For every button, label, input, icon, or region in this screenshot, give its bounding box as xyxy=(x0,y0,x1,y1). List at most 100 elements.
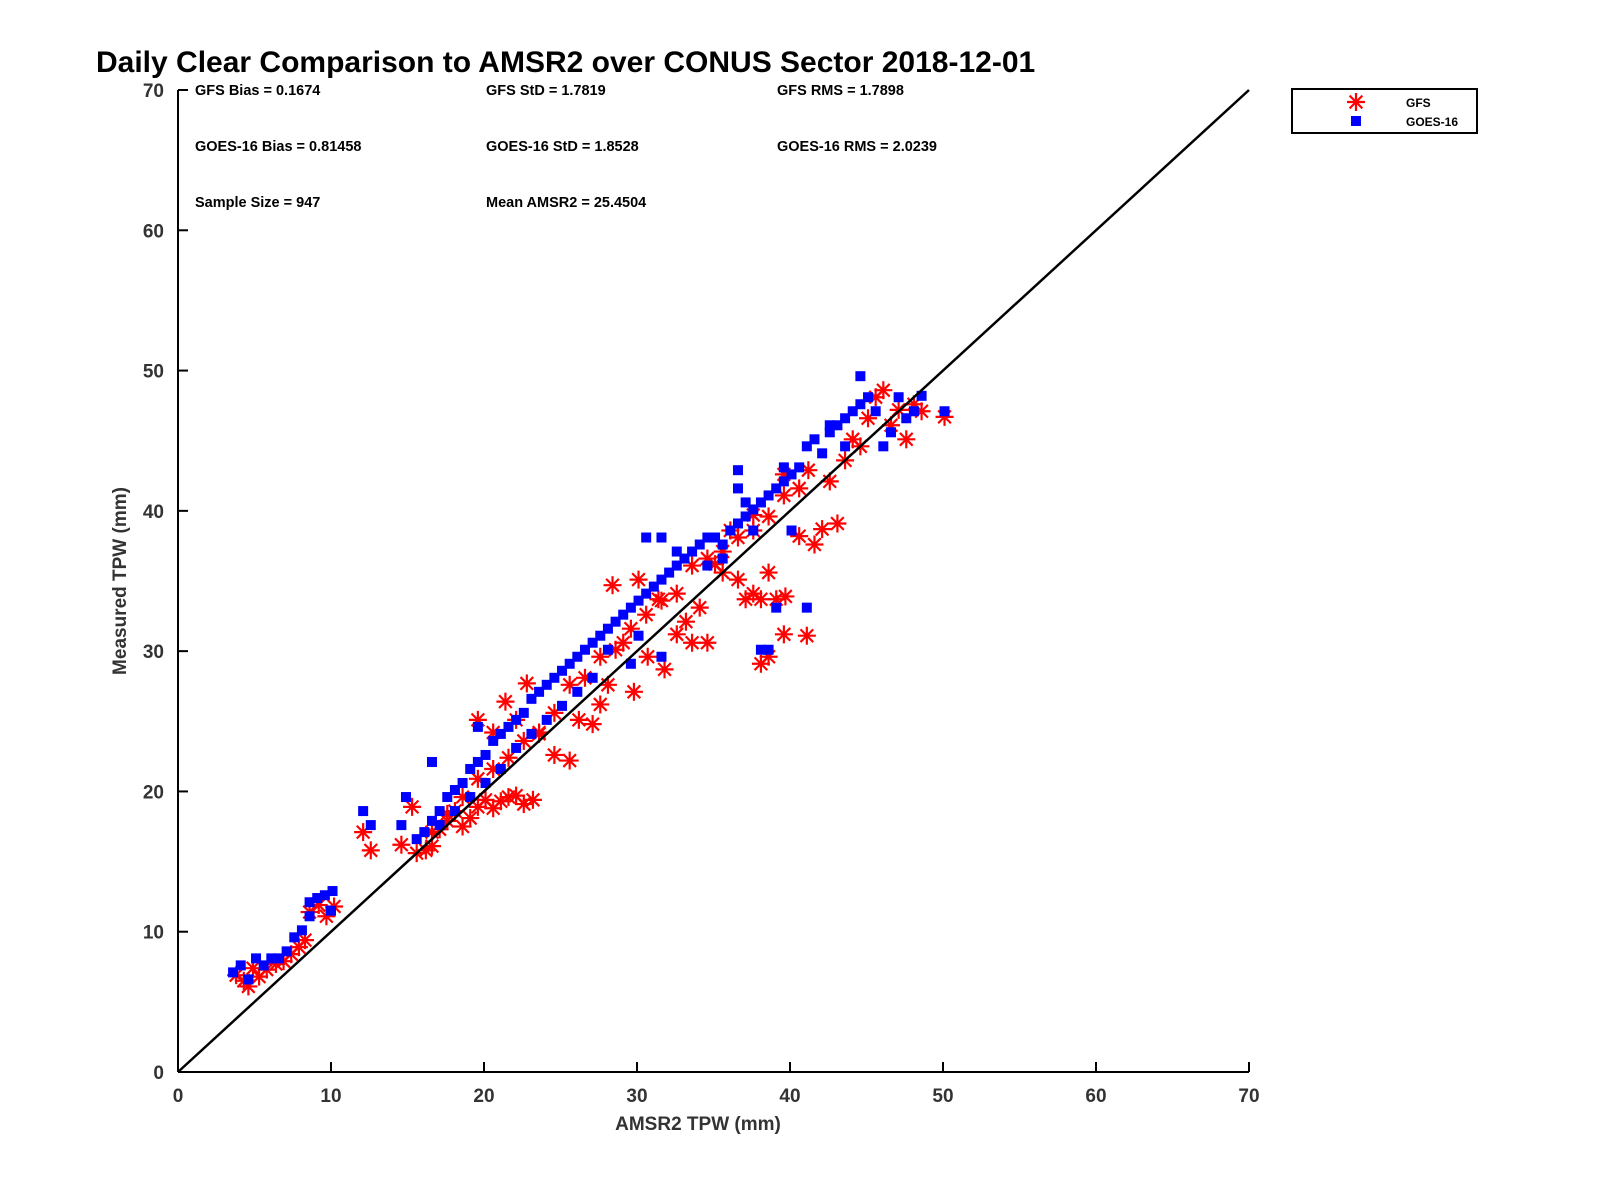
legend-marker-goes16 xyxy=(1351,116,1361,126)
y-tick-label: 70 xyxy=(143,81,164,102)
data-point-gfs xyxy=(560,751,579,770)
stat-text: GFS Bias = 0.1674 xyxy=(195,83,320,99)
data-point-gfs xyxy=(776,587,795,606)
data-point-gfs xyxy=(624,682,643,701)
data-point-goes16 xyxy=(801,602,812,613)
data-point-goes16 xyxy=(908,406,919,417)
data-point-goes16 xyxy=(511,714,522,725)
data-point-goes16 xyxy=(732,483,743,494)
data-point-goes16 xyxy=(495,763,506,774)
data-point-gfs xyxy=(403,797,422,816)
legend-marker-gfs xyxy=(1347,93,1365,111)
data-point-goes16 xyxy=(312,893,323,904)
data-point-goes16 xyxy=(610,616,621,627)
data-point-goes16 xyxy=(679,553,690,564)
data-point-goes16 xyxy=(400,792,411,803)
data-point-goes16 xyxy=(572,651,583,662)
data-point-goes16 xyxy=(327,886,338,897)
data-point-gfs xyxy=(667,584,686,603)
data-point-goes16 xyxy=(855,371,866,382)
data-point-goes16 xyxy=(786,525,797,536)
data-point-goes16 xyxy=(671,546,682,557)
data-point-goes16 xyxy=(656,532,667,543)
data-point-goes16 xyxy=(625,602,636,613)
data-point-goes16 xyxy=(564,658,575,669)
data-point-goes16 xyxy=(396,820,407,831)
data-point-gfs xyxy=(759,507,778,526)
data-point-goes16 xyxy=(465,763,476,774)
data-point-goes16 xyxy=(235,960,246,971)
data-point-goes16 xyxy=(717,553,728,564)
data-point-goes16 xyxy=(847,406,858,417)
data-point-goes16 xyxy=(358,806,369,817)
data-point-goes16 xyxy=(748,525,759,536)
data-point-goes16 xyxy=(488,735,499,746)
stat-text: GFS StD = 1.7819 xyxy=(486,83,606,99)
data-point-gfs xyxy=(517,674,536,693)
x-tick-label: 40 xyxy=(779,1086,800,1107)
data-point-goes16 xyxy=(786,469,797,480)
data-point-goes16 xyxy=(266,953,277,964)
y-tick-label: 0 xyxy=(153,1063,164,1084)
data-point-goes16 xyxy=(526,728,537,739)
data-point-gfs xyxy=(361,841,380,860)
data-point-goes16 xyxy=(725,525,736,536)
data-point-goes16 xyxy=(885,427,896,438)
data-point-goes16 xyxy=(755,644,766,655)
data-point-goes16 xyxy=(534,686,545,697)
y-tick-label: 40 xyxy=(143,502,164,523)
data-point-goes16 xyxy=(939,406,950,417)
data-point-goes16 xyxy=(518,707,529,718)
data-point-goes16 xyxy=(281,946,292,957)
data-point-gfs xyxy=(805,535,824,554)
data-point-gfs xyxy=(655,660,674,679)
data-point-goes16 xyxy=(426,815,437,826)
data-point-gfs xyxy=(652,591,671,610)
series-gfs xyxy=(227,381,954,996)
data-point-goes16 xyxy=(901,413,912,424)
data-point-goes16 xyxy=(602,644,613,655)
legend-label: GOES-16 xyxy=(1406,115,1458,129)
data-point-gfs xyxy=(874,381,893,400)
chart-title: Daily Clear Comparison to AMSR2 over CON… xyxy=(96,46,1035,79)
data-point-gfs xyxy=(759,563,778,582)
data-point-goes16 xyxy=(319,890,330,901)
data-point-goes16 xyxy=(449,785,460,796)
stat-text: GOES-16 RMS = 2.0239 xyxy=(777,139,937,155)
data-point-goes16 xyxy=(633,595,644,606)
data-point-gfs xyxy=(797,626,816,645)
data-point-goes16 xyxy=(251,953,262,964)
x-tick-label: 50 xyxy=(932,1086,953,1107)
data-point-goes16 xyxy=(480,749,491,760)
data-point-goes16 xyxy=(840,413,851,424)
data-point-goes16 xyxy=(602,623,613,634)
data-point-goes16 xyxy=(740,497,751,508)
data-point-gfs xyxy=(683,633,702,652)
data-point-goes16 xyxy=(717,539,728,550)
data-point-goes16 xyxy=(763,490,774,501)
data-point-goes16 xyxy=(587,637,598,648)
data-point-goes16 xyxy=(702,532,713,543)
data-point-goes16 xyxy=(794,462,805,473)
data-point-goes16 xyxy=(625,658,636,669)
data-point-gfs xyxy=(499,748,518,767)
data-point-gfs xyxy=(638,647,657,666)
data-point-gfs xyxy=(728,570,747,589)
data-point-gfs xyxy=(603,576,622,595)
data-point-goes16 xyxy=(258,960,269,971)
x-tick-label: 60 xyxy=(1085,1086,1106,1107)
data-point-goes16 xyxy=(472,756,483,767)
data-point-goes16 xyxy=(694,539,705,550)
data-point-goes16 xyxy=(541,679,552,690)
data-point-goes16 xyxy=(326,905,336,916)
data-point-goes16 xyxy=(778,462,789,473)
data-point-goes16 xyxy=(641,532,652,543)
data-point-goes16 xyxy=(748,504,759,515)
data-point-goes16 xyxy=(511,742,522,753)
data-point-gfs xyxy=(667,625,686,644)
stat-text: GFS RMS = 1.7898 xyxy=(777,83,904,99)
data-point-goes16 xyxy=(587,672,598,683)
x-tick-label: 70 xyxy=(1238,1086,1259,1107)
data-point-gfs xyxy=(751,590,770,609)
